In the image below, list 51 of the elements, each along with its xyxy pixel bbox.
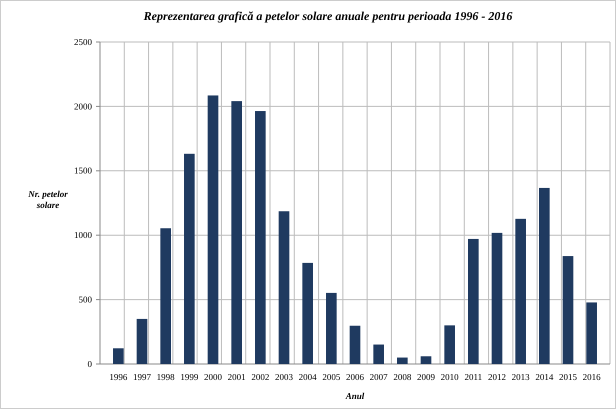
bar <box>350 326 360 364</box>
x-tick-label: 2008 <box>393 372 412 382</box>
x-tick-label: 2013 <box>512 372 530 382</box>
bar <box>113 348 124 364</box>
x-tick-label: 2011 <box>464 372 482 382</box>
x-tick-label: 2004 <box>298 372 318 382</box>
bar <box>136 318 148 364</box>
bar <box>468 238 479 364</box>
bar <box>278 211 290 364</box>
x-tick-label: 2016 <box>582 372 602 382</box>
y-tick-label: 1500 <box>74 166 92 176</box>
bar <box>160 228 171 364</box>
x-tick-label: 2003 <box>275 372 294 382</box>
bar <box>539 188 550 364</box>
y-tick-label: 2500 <box>74 36 92 47</box>
bar <box>397 358 408 364</box>
x-tick-label: 2005 <box>322 372 341 382</box>
bar <box>208 95 218 364</box>
x-tick-label: 1999 <box>180 372 199 382</box>
bar <box>326 292 337 364</box>
y-tick-label: 500 <box>78 294 92 304</box>
x-tick-label: 2010 <box>440 372 460 382</box>
x-tick-label: 2001 <box>228 372 246 382</box>
bar <box>302 262 313 364</box>
bar <box>231 101 242 364</box>
chart-title: Reprezentarea grafică a petelor solare anuale pentru perioada 1996 - 2016 <box>142 9 512 23</box>
y-axis-title: Nr. petelor solare <box>27 189 68 210</box>
x-tick-label: 2000 <box>204 372 223 382</box>
x-tick-label: 1998 <box>156 372 176 382</box>
bar <box>492 232 502 364</box>
x-tick-label: 2012 <box>488 372 506 382</box>
bar <box>515 218 526 364</box>
bar <box>562 256 574 364</box>
y-tick-label: 0 <box>88 358 92 369</box>
x-tick-label: 1996 <box>109 372 128 382</box>
x-tick-label: 2014 <box>535 372 554 382</box>
x-tick-label: 2015 <box>558 372 578 382</box>
bar <box>586 302 597 364</box>
x-tick-label: 1997 <box>133 372 152 382</box>
bar <box>255 111 266 364</box>
bar <box>420 356 432 364</box>
bar <box>373 344 384 364</box>
x-tick-label: 2006 <box>346 372 364 382</box>
y-tick-label: 2000 <box>74 101 92 112</box>
x-axis-title: Anul <box>344 391 365 401</box>
bar <box>184 154 195 364</box>
x-tick-label: 2002 <box>251 372 270 382</box>
y-tick-label: 1000 <box>74 230 92 240</box>
bar <box>444 325 455 364</box>
x-tick-label: 2007 <box>370 372 388 382</box>
x-tick-label: 2009 <box>417 372 436 382</box>
